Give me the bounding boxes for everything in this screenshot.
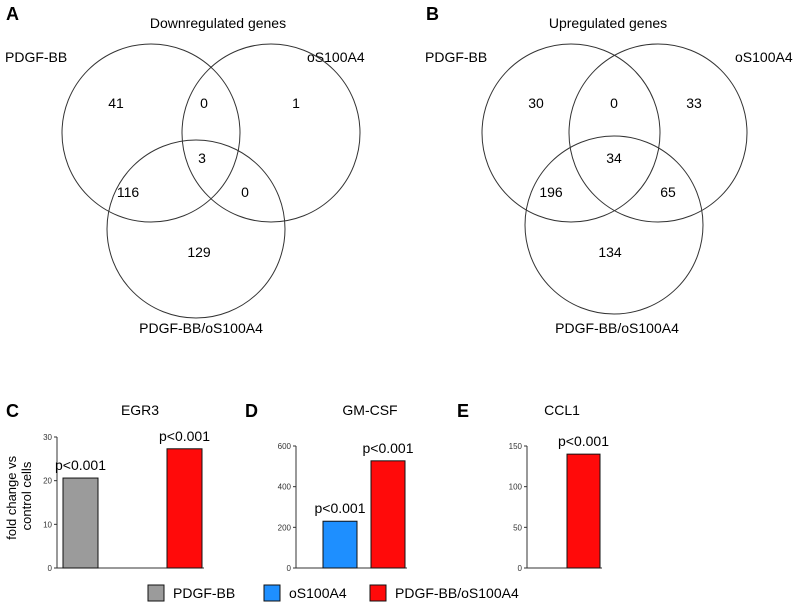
- y-axis-label: fold change vs control cells: [4, 452, 34, 539]
- venn-a-left-right: 0: [200, 95, 208, 111]
- venn-b-left-right: 0: [610, 95, 618, 111]
- y-tick-label: 20: [43, 477, 52, 486]
- venn-b-label-right: oS100A4: [735, 49, 793, 65]
- p-value-label: p<0.001: [363, 440, 414, 456]
- panel-letter-d: D: [245, 401, 258, 421]
- venn-b-left-bottom: 196: [539, 184, 563, 200]
- legend-swatch: [263, 584, 281, 602]
- panel-letter-a: A: [6, 4, 19, 24]
- y-axis-label-line-2: control cells: [19, 461, 34, 530]
- venn-b-center: 34: [606, 150, 622, 166]
- venn-b-circle-right: [568, 43, 748, 223]
- p-value-label: p<0.001: [558, 433, 609, 449]
- venn-panel-b: B Upregulated genes PDGF-BB oS100A4 PDGF…: [425, 4, 793, 336]
- legend-label: PDGF-BB/oS100A4: [395, 585, 519, 601]
- venn-b-bottom-only: 134: [598, 244, 622, 260]
- p-value-label: p<0.001: [315, 500, 366, 516]
- chart-title: CCL1: [544, 402, 580, 418]
- venn-a-bottom-only: 129: [187, 244, 211, 260]
- legend-label: PDGF-BB: [173, 585, 235, 601]
- venn-b-title: Upregulated genes: [549, 15, 667, 31]
- venn-a-left-bottom: 116: [117, 184, 140, 200]
- legend-swatch: [369, 584, 387, 602]
- panel-letter-e: E: [457, 401, 469, 421]
- venn-b-right-only: 33: [686, 95, 702, 111]
- venn-b-left-only: 30: [528, 95, 544, 111]
- venn-a-label-right: oS100A4: [307, 49, 365, 65]
- bar-charts: C EGR3 0 10 20 30 p<0.001 p<0.001 D GM-CSF 0 200 400…: [6, 401, 609, 573]
- bar-chart-e: E CCL1 0 50 100 150 p<0.001: [457, 401, 609, 573]
- venn-b-circle-left: [481, 43, 661, 223]
- legend: PDGF-BB oS100A4 PDGF-BB/oS100A4: [147, 584, 519, 602]
- y-tick-label: 150: [509, 442, 523, 451]
- bar: [322, 520, 358, 569]
- panel-letter-b: B: [426, 4, 439, 24]
- bar: [566, 453, 601, 569]
- bar: [370, 460, 406, 569]
- p-value-label: p<0.001: [55, 457, 106, 473]
- y-tick-label: 50: [513, 523, 522, 532]
- bar: [166, 448, 203, 569]
- y-tick-label: 0: [518, 564, 523, 573]
- legend-label: oS100A4: [289, 585, 347, 601]
- bar-chart-c: C EGR3 0 10 20 30 p<0.001 p<0.001: [6, 401, 210, 573]
- chart-title: EGR3: [121, 402, 159, 418]
- y-tick-label: 0: [48, 564, 53, 573]
- venn-a-circle-bottom: [106, 139, 286, 319]
- y-tick-label: 0: [287, 564, 292, 573]
- venn-a-right-only: 1: [292, 95, 300, 111]
- y-tick-label: 200: [278, 523, 292, 532]
- y-tick-label: 400: [278, 483, 292, 492]
- y-tick-label: 600: [278, 442, 292, 451]
- venn-a-center: 3: [198, 150, 206, 166]
- bar: [62, 477, 99, 569]
- venn-a-label-bottom: PDGF-BB/oS100A4: [139, 320, 263, 336]
- chart-title: GM-CSF: [342, 402, 397, 418]
- venn-b-circle-bottom: [524, 135, 704, 315]
- venn-b-label-left: PDGF-BB: [425, 49, 487, 65]
- venn-b-label-bottom: PDGF-BB/oS100A4: [555, 320, 679, 336]
- y-tick-label: 10: [43, 520, 52, 529]
- y-tick-label: 30: [43, 433, 52, 442]
- y-tick-label: 100: [509, 483, 523, 492]
- venn-a-left-only: 41: [108, 95, 124, 111]
- venn-a-circle-left: [61, 43, 241, 223]
- legend-swatch: [147, 584, 165, 602]
- panel-letter-c: C: [6, 401, 19, 421]
- venn-a-label-left: PDGF-BB: [5, 49, 67, 65]
- venn-a-circle-right: [181, 43, 361, 223]
- p-value-label: p<0.001: [159, 428, 210, 444]
- venn-a-right-bottom: 0: [241, 184, 249, 200]
- venn-a-title: Downregulated genes: [150, 15, 286, 31]
- venn-b-right-bottom: 65: [660, 184, 676, 200]
- venn-panel-a: A Downregulated genes PDGF-BB oS100A4 PD…: [5, 4, 365, 336]
- y-axis-label-line-1: fold change vs: [4, 455, 19, 539]
- bar-chart-d: D GM-CSF 0 200 400 600 p<0.001 p<0.001: [245, 401, 414, 573]
